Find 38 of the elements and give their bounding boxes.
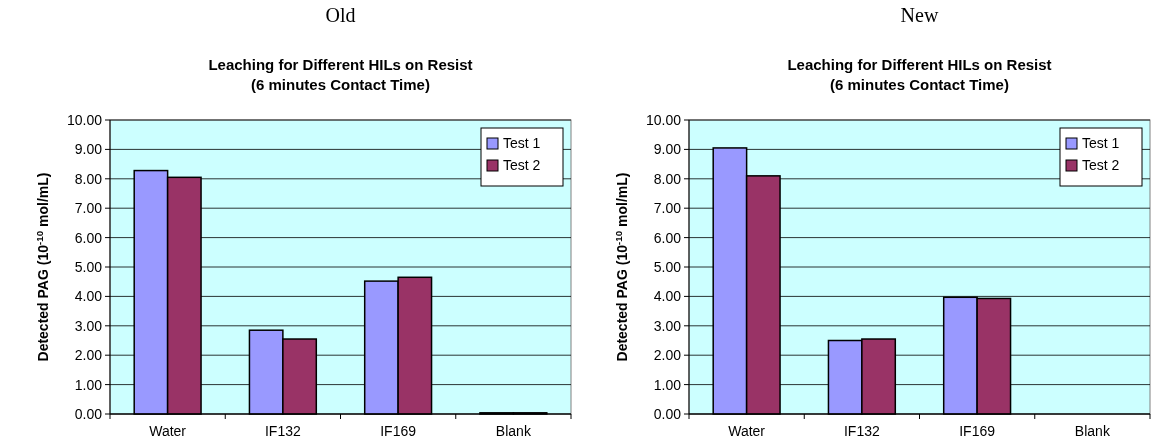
y-tick-label: 3.00 [74, 317, 103, 334]
y-tick-label: 4.00 [653, 288, 682, 305]
y-tick-label: 10.00 [66, 111, 103, 128]
y-tick-label: 7.00 [653, 200, 682, 217]
y-tick-label: 5.00 [74, 258, 103, 275]
chart-title: Old [325, 4, 356, 26]
chart-title: New [900, 4, 939, 26]
chart-subtitle: Leaching for Different HILs on Resist (6 minutes Contact Time) [787, 56, 1052, 93]
x-tick-label: IF169 [380, 423, 417, 439]
x-tick-label: IF132 [264, 423, 301, 439]
x-tick-label: IF132 [843, 423, 880, 439]
x-tick-label: Blank [1074, 423, 1111, 439]
x-tick-label: Blank [495, 423, 532, 439]
y-tick-label: 10.00 [645, 111, 682, 128]
x-tick-label: Water [728, 423, 766, 439]
x-tick-label: IF169 [959, 423, 996, 439]
x-tick-label: Water [149, 423, 187, 439]
y-tick-label: 5.00 [653, 258, 682, 275]
y-tick-label: 2.00 [74, 347, 103, 364]
chart-subtitle: Leaching for Different HILs on Resist (6 minutes Contact Time) [208, 56, 473, 93]
y-tick-label: 9.00 [74, 141, 103, 158]
legend-label: Test 1 [503, 135, 541, 151]
y-tick-label: 3.00 [653, 317, 682, 334]
y-tick-label: 0.00 [653, 405, 682, 422]
y-tick-label: 7.00 [74, 200, 103, 217]
y-tick-label: 2.00 [653, 347, 682, 364]
y-tick-label: 6.00 [653, 229, 682, 246]
y-tick-label: 1.00 [74, 376, 103, 393]
y-tick-label: 8.00 [74, 170, 103, 187]
y-tick-label: 4.00 [74, 288, 103, 305]
legend-label: Test 1 [1082, 135, 1120, 151]
y-tick-label: 1.00 [653, 376, 682, 393]
y-tick-label: 0.00 [74, 405, 103, 422]
y-tick-label: 8.00 [653, 170, 682, 187]
y-tick-label: 9.00 [653, 141, 682, 158]
legend-label: Test 2 [1082, 157, 1120, 173]
legend-label: Test 2 [503, 157, 541, 173]
y-tick-label: 6.00 [74, 229, 103, 246]
